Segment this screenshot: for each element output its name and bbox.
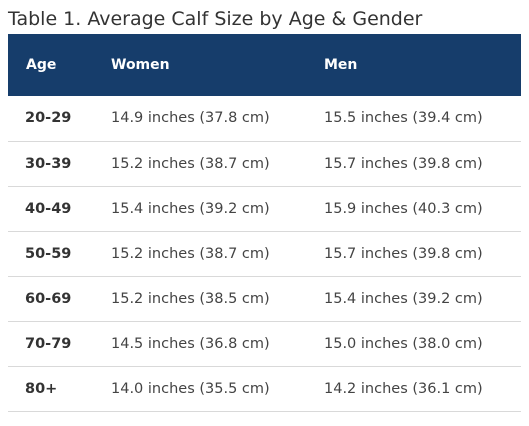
cell-age: 20-29 (25, 110, 72, 127)
table-body: 20-29 14.9 inches (37.8 cm) 15.5 inches … (8, 96, 521, 411)
table-row: 70-79 14.5 inches (36.8 cm) 15.0 inches … (8, 321, 521, 366)
cell-men: 15.9 inches (40.3 cm) (324, 200, 483, 217)
table-row: 40-49 15.4 inches (39.2 cm) 15.9 inches … (8, 186, 521, 231)
calf-size-table-container: Age Women Men 20-29 14.9 inches (37.8 cm… (8, 34, 521, 412)
header-row: Age Women Men (8, 34, 521, 96)
cell-women: 14.5 inches (36.8 cm) (111, 335, 270, 352)
table-row: 50-59 15.2 inches (38.7 cm) 15.7 inches … (8, 231, 521, 276)
cell-women: 15.2 inches (38.7 cm) (111, 155, 270, 172)
cell-women: 15.2 inches (38.7 cm) (111, 245, 270, 262)
cell-men: 15.4 inches (39.2 cm) (324, 290, 483, 307)
header-women: Women (111, 57, 170, 73)
cell-men: 15.5 inches (39.4 cm) (324, 110, 483, 127)
cell-age: 60-69 (25, 290, 72, 307)
header-men: Men (324, 57, 358, 73)
cell-women: 15.2 inches (38.5 cm) (111, 290, 270, 307)
table-row: 60-69 15.2 inches (38.5 cm) 15.4 inches … (8, 276, 521, 321)
cell-age: 40-49 (25, 200, 72, 217)
cell-men: 15.7 inches (39.8 cm) (324, 245, 483, 262)
table-caption: Table 1. Average Calf Size by Age & Gend… (8, 8, 423, 30)
cell-women: 14.0 inches (35.5 cm) (111, 380, 270, 397)
cell-age: 70-79 (25, 335, 72, 352)
cell-men: 14.2 inches (36.1 cm) (324, 380, 483, 397)
table-header: Age Women Men (8, 34, 521, 96)
cell-women: 15.4 inches (39.2 cm) (111, 200, 270, 217)
table-row: 30-39 15.2 inches (38.7 cm) 15.7 inches … (8, 141, 521, 186)
cell-age: 30-39 (25, 155, 72, 172)
cell-women: 14.9 inches (37.8 cm) (111, 110, 270, 127)
cell-men: 15.0 inches (38.0 cm) (324, 335, 483, 352)
table-row: 80+ 14.0 inches (35.5 cm) 14.2 inches (3… (8, 366, 521, 411)
calf-size-table: Age Women Men 20-29 14.9 inches (37.8 cm… (8, 34, 521, 412)
cell-men: 15.7 inches (39.8 cm) (324, 155, 483, 172)
cell-age: 80+ (25, 380, 58, 397)
cell-age: 50-59 (25, 245, 72, 262)
table-row: 20-29 14.9 inches (37.8 cm) 15.5 inches … (8, 96, 521, 141)
header-age: Age (26, 57, 57, 73)
